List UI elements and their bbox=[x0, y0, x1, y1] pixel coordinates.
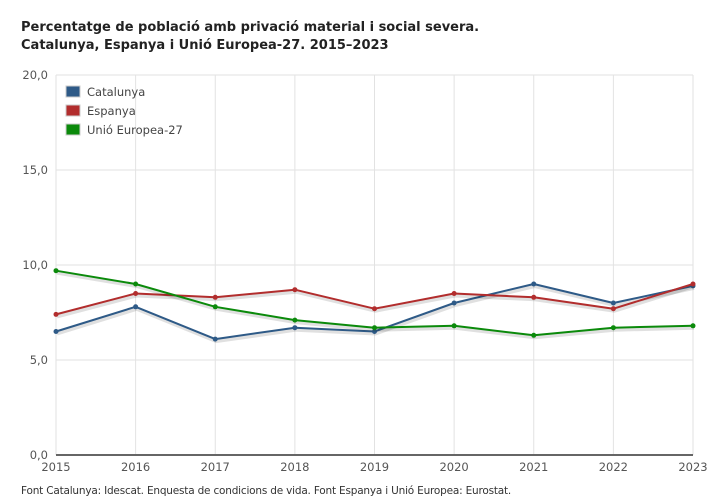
legend-swatch bbox=[65, 85, 81, 98]
chart-title: Percentatge de població amb privació mat… bbox=[21, 19, 479, 55]
x-tick-label: 2018 bbox=[280, 460, 309, 474]
x-tick-label: 2023 bbox=[678, 460, 707, 474]
x-tick-label: 2015 bbox=[41, 460, 70, 474]
data-point bbox=[451, 300, 457, 306]
data-point bbox=[451, 291, 457, 296]
data-point bbox=[212, 304, 218, 310]
legend-label: Espanya bbox=[87, 104, 136, 118]
data-point bbox=[690, 281, 696, 287]
data-point bbox=[531, 281, 537, 287]
legend-swatch bbox=[65, 104, 81, 117]
data-point bbox=[531, 332, 537, 338]
data-point bbox=[53, 311, 59, 317]
data-point bbox=[531, 294, 537, 300]
x-tick-label: 2022 bbox=[599, 460, 628, 474]
grid-lines bbox=[55, 74, 694, 455]
data-point bbox=[212, 294, 218, 300]
data-point bbox=[372, 306, 377, 312]
data-point bbox=[53, 268, 59, 274]
chart-subtitle: Catalunya, Espanya i Unió Europea-27. 20… bbox=[21, 38, 389, 53]
x-tick-label: 2020 bbox=[439, 460, 468, 474]
legend-label: Catalunya bbox=[87, 85, 145, 99]
data-point bbox=[610, 325, 616, 331]
y-tick-label: 5,0 bbox=[30, 353, 48, 367]
data-point bbox=[53, 329, 59, 334]
data-point bbox=[610, 306, 616, 312]
legend[interactable]: Catalunya Espanya Unió Europea-27 bbox=[65, 85, 183, 137]
legend-label: Unió Europea-27 bbox=[87, 123, 183, 137]
x-axis: 2015 2016 2017 2018 2019 2020 2021 2022 2023 bbox=[41, 454, 708, 474]
legend-swatch bbox=[65, 123, 81, 136]
source-note: Font Catalunya: Idescat. Enquesta de con… bbox=[21, 485, 512, 497]
data-point bbox=[133, 291, 139, 296]
y-axis: 0,0 5,0 10,0 15,0 20,0 bbox=[22, 68, 48, 462]
data-point bbox=[451, 323, 457, 329]
data-point bbox=[133, 304, 139, 310]
chart-title-line1: Percentatge de població amb privació mat… bbox=[21, 20, 480, 35]
x-tick-label: 2016 bbox=[121, 460, 150, 474]
y-tick-label: 10,0 bbox=[22, 258, 48, 272]
data-point bbox=[292, 317, 298, 323]
data-point bbox=[292, 287, 298, 293]
series-lines bbox=[53, 268, 696, 344]
y-tick-label: 0,0 bbox=[30, 448, 48, 462]
data-point bbox=[133, 281, 139, 287]
x-tick-label: 2021 bbox=[519, 460, 548, 474]
x-tick-label: 2019 bbox=[360, 460, 389, 474]
data-point bbox=[610, 300, 616, 306]
data-point bbox=[372, 325, 377, 331]
data-point bbox=[292, 325, 298, 331]
x-tick-label: 2017 bbox=[201, 460, 230, 474]
y-tick-label: 15,0 bbox=[22, 163, 48, 177]
data-point bbox=[690, 323, 696, 329]
y-tick-label: 20,0 bbox=[22, 68, 48, 82]
data-point bbox=[212, 336, 218, 342]
data-point bbox=[372, 329, 377, 334]
